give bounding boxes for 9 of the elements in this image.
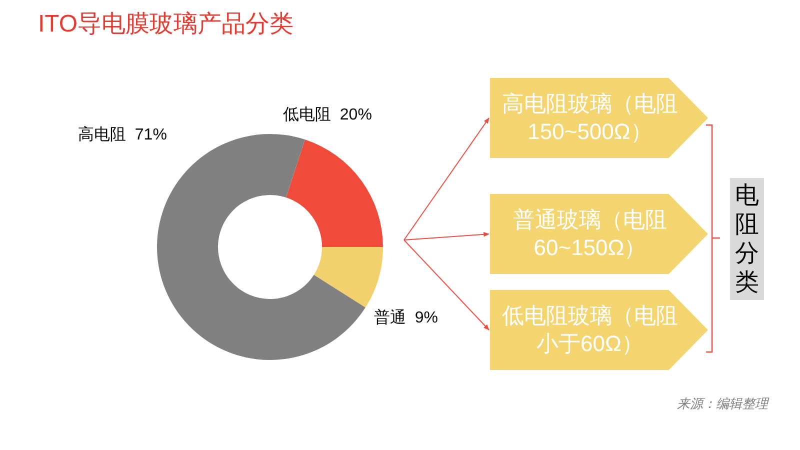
chart-title: ITO导电膜玻璃产品分类 (38, 10, 294, 38)
text: 电阻分类 (730, 178, 764, 300)
text: 普通玻璃（电阻60~150Ω） (512, 206, 668, 262)
source-note: 来源：编辑整理 (677, 395, 768, 413)
slice-label: 普通 9% (374, 308, 438, 326)
text: 低电阻玻璃（电阻小于60Ω） (501, 302, 679, 358)
text: 高电阻玻璃（电阻150~500Ω） (501, 90, 679, 146)
slice-label: 低电阻 20% (283, 106, 372, 124)
slice-label: 高电阻 71% (78, 126, 167, 144)
